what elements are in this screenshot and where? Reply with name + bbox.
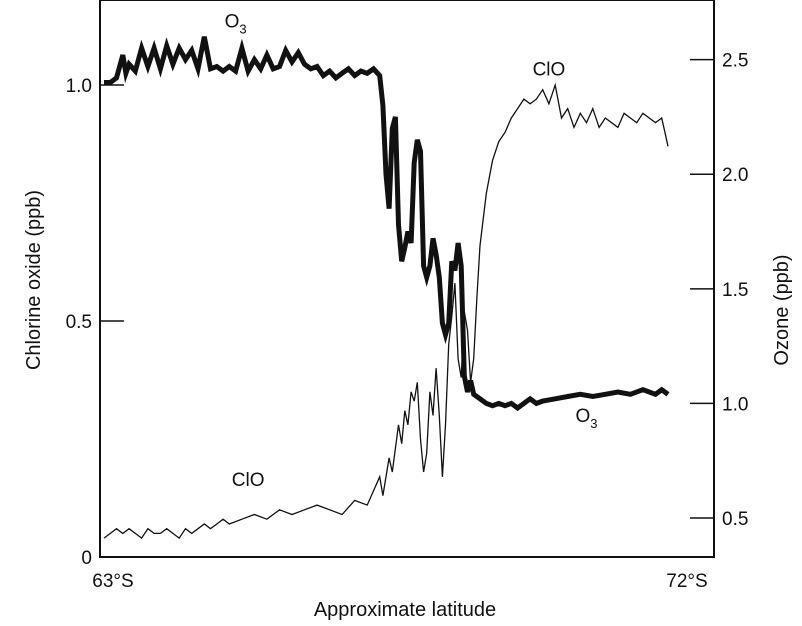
left-tick-label: 1.0 bbox=[66, 76, 92, 97]
right-tick-label: 2.0 bbox=[722, 165, 748, 186]
plot-frame bbox=[99, 0, 715, 558]
clo-series-label: ClO bbox=[533, 60, 566, 81]
right-tick-label: 1.0 bbox=[722, 394, 748, 415]
clo-series-line bbox=[103, 82, 669, 540]
ozone-series-label: O3 bbox=[225, 12, 247, 37]
y-axis-title-right: Ozone (ppb) bbox=[771, 254, 793, 365]
x-axis-title: Approximate latitude bbox=[314, 599, 496, 621]
right-tick-label: 0.5 bbox=[722, 509, 748, 530]
ozone-series-line bbox=[104, 36, 670, 412]
left-tick-label: 0.5 bbox=[66, 312, 92, 333]
left-tick-label: 0 bbox=[81, 548, 92, 569]
ozone-series-label: O3 bbox=[576, 406, 598, 431]
clo-series-label: ClO bbox=[232, 470, 265, 491]
y-axis-title-left: Chlorine oxide (ppb) bbox=[23, 190, 45, 370]
x-tick-label-start: 63°S bbox=[92, 571, 133, 592]
x-tick-label-end: 72°S bbox=[666, 571, 707, 592]
right-tick-label: 2.5 bbox=[722, 51, 748, 72]
right-tick-label: 1.5 bbox=[722, 280, 748, 301]
